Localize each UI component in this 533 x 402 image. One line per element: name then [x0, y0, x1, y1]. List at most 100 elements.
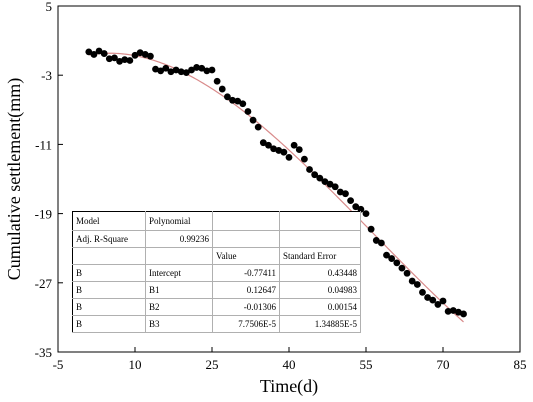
x-tick-label: 25	[206, 357, 219, 372]
data-point	[177, 68, 185, 76]
data-point	[336, 188, 344, 196]
row-value: -0.01306	[212, 298, 280, 316]
data-point	[357, 205, 365, 213]
fit-curve-group	[88, 52, 464, 323]
data-point	[111, 54, 118, 62]
ticks: -5 10 25 40 55 70 85 5 -3 -11 -19 -27 -35	[35, 0, 527, 372]
data-point	[270, 145, 277, 153]
data-point	[388, 255, 396, 262]
row-error: 1.34885E-5	[279, 315, 361, 333]
data-point	[372, 237, 380, 244]
data-point	[203, 67, 211, 75]
data-point	[234, 97, 242, 105]
data-point	[229, 96, 236, 104]
y-tick-label: 5	[46, 0, 53, 14]
data-point	[147, 52, 154, 60]
y-axis-title: Cumulative settlement(mm)	[4, 78, 25, 280]
data-point	[141, 51, 149, 58]
data-point	[259, 139, 267, 147]
data-point	[167, 68, 175, 76]
data-point	[275, 147, 283, 154]
data-points	[85, 47, 467, 318]
data-point	[434, 301, 442, 308]
row-param: B1	[145, 281, 213, 299]
data-point	[126, 57, 134, 64]
y-tick-label: -35	[35, 345, 52, 360]
fit-parameters-table: Model Polynomial Adj. R-Square 0.99236 V…	[72, 211, 361, 333]
data-point	[295, 146, 303, 153]
data-point	[218, 85, 226, 93]
row-b: B	[72, 298, 146, 316]
data-point	[393, 259, 401, 267]
table-row: B B2 -0.01306 0.00154	[72, 298, 361, 316]
data-point	[460, 310, 467, 318]
x-tick-label: 55	[360, 357, 373, 372]
y-tick-label: -3	[41, 68, 52, 83]
data-point	[419, 288, 426, 296]
data-point	[85, 48, 93, 56]
row-value: -0.77411	[212, 264, 280, 282]
data-point	[383, 251, 390, 259]
data-point	[347, 197, 354, 205]
data-point	[254, 123, 262, 131]
data-point	[413, 281, 421, 288]
data-point	[316, 174, 324, 182]
data-point	[326, 180, 334, 188]
data-point	[398, 264, 406, 272]
data-point	[188, 66, 195, 74]
table-row: B B3 7.7506E-5 1.34885E-5	[72, 315, 361, 333]
table-row: Model Polynomial	[72, 211, 361, 231]
data-point	[182, 69, 190, 77]
data-point	[208, 66, 216, 74]
data-point	[321, 178, 329, 185]
model-value: Polynomial	[145, 211, 213, 231]
data-point	[301, 155, 308, 163]
data-point	[244, 108, 252, 115]
table-row: B Intercept -0.77411 0.43448	[72, 264, 361, 282]
data-point	[193, 64, 201, 71]
row-error: 0.00154	[279, 298, 361, 316]
table-row: Adj. R-Square 0.99236	[72, 230, 361, 248]
data-point	[331, 183, 339, 191]
row-b: B	[72, 315, 146, 333]
row-value: 0.12647	[212, 281, 280, 299]
data-point	[280, 148, 288, 156]
data-point	[378, 239, 385, 247]
data-point	[429, 296, 437, 304]
data-point	[449, 307, 457, 314]
table-row: Value Standard Error	[72, 247, 361, 265]
data-point	[362, 210, 370, 218]
data-point	[306, 166, 313, 173]
data-point	[152, 65, 159, 73]
x-tick-label: 85	[514, 357, 527, 372]
data-point	[403, 269, 411, 277]
row-error: 0.04983	[279, 281, 361, 299]
data-point	[311, 171, 319, 179]
row-param: Intercept	[145, 264, 213, 282]
data-point	[352, 203, 360, 211]
x-tick-label: 40	[283, 357, 296, 372]
data-point	[444, 307, 452, 315]
data-point	[439, 297, 447, 305]
x-tick-label: 70	[437, 357, 450, 372]
data-point	[157, 67, 165, 75]
data-point	[408, 277, 416, 285]
row-b: B	[72, 281, 146, 299]
data-point	[424, 294, 431, 301]
data-point	[455, 308, 462, 316]
x-tick-label: 10	[129, 357, 142, 372]
row-param: B2	[145, 298, 213, 316]
data-point	[290, 141, 298, 149]
row-param: B3	[145, 315, 213, 333]
table-row: B B1 0.12647 0.04983	[72, 281, 361, 299]
row-error: 0.43448	[279, 264, 361, 282]
data-point	[342, 190, 349, 198]
data-point	[105, 55, 113, 63]
data-point	[90, 51, 98, 58]
data-point	[162, 64, 170, 72]
data-point	[121, 56, 129, 64]
model-label: Model	[72, 211, 146, 231]
data-point	[249, 116, 257, 124]
data-point	[172, 66, 180, 74]
data-point	[213, 77, 221, 85]
